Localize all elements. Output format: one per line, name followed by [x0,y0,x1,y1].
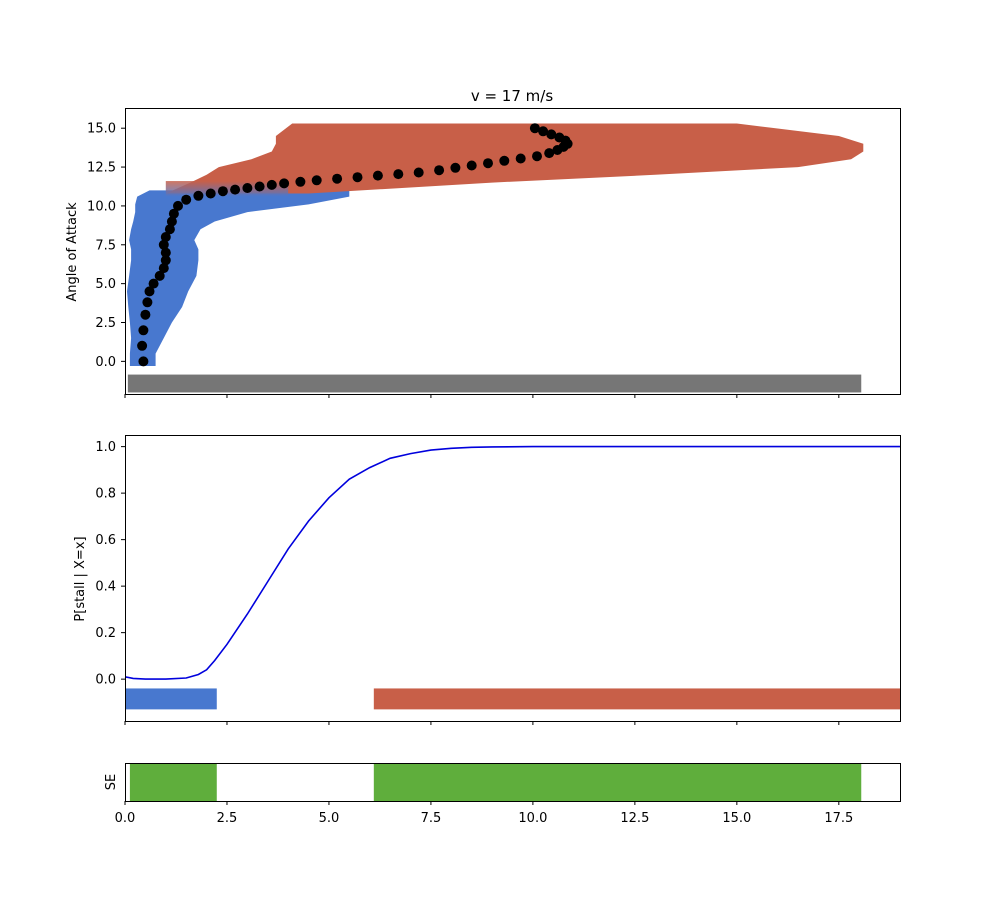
trajectory-point [538,126,549,137]
base-bar [127,374,862,393]
x-tick-label: 5.0 [319,811,340,826]
x-tick-label: 12.5 [620,811,649,826]
se-x-ticks: 0.0 2.5 5.0 7.5 10.0 12.5 15.0 17.5 [115,801,853,826]
stall-probability-y-ticks: 0.0 0.2 0.4 0.6 0.8 1.0 [95,440,125,688]
x-tick-label: 0.0 [115,811,136,826]
trajectory-point [217,186,228,197]
se-frame [125,763,901,802]
y-tick-label: 0.6 [95,533,116,548]
trajectory-point [140,309,151,320]
x-tick-label: 15.0 [722,811,751,826]
x-tick-label: 2.5 [217,811,238,826]
trajectory-point [158,263,169,274]
trajectory-point [434,165,445,176]
trajectory-point [168,208,179,219]
trajectory-point [499,155,510,166]
stall-probability-panel: 0.0 0.2 0.4 0.6 0.8 1.0 P[stall | X=x] [73,435,901,725]
trajectory-point [279,178,290,189]
x-tick-label: 10.0 [518,811,547,826]
trajectory-point [483,158,493,169]
trajectory-point [158,239,169,250]
trajectory-point [160,232,171,242]
trajectory-point [166,216,177,227]
angle-of-attack-marks [127,123,864,393]
trajectory-point [148,278,159,289]
angle-of-attack-frame [125,108,901,395]
trajectory-point [205,188,216,199]
trajectory-point [544,148,555,159]
stall-probability-x-ticks [124,721,840,725]
trajectory-point [254,181,265,192]
trajectory-point [266,179,277,190]
trajectory-point [137,340,148,351]
se-y-label: SE [104,774,119,790]
angle-of-attack-y-label: Angle of Attack [65,202,80,302]
y-tick-label: 0.4 [95,580,116,595]
x-tick-label: 7.5 [421,811,442,826]
y-tick-label: 0.8 [95,487,116,502]
stall-probability-line [124,445,900,680]
se-marks [129,764,862,801]
se-interval-bar [373,764,862,801]
stall-probability-frame [125,435,901,722]
y-tick-label: 12.5 [87,161,116,176]
trajectory-point [546,129,557,140]
y-tick-label: 5.0 [95,277,116,292]
trajectory-point [242,183,253,193]
trajectory-point [160,247,171,258]
trajectory-point [173,200,183,211]
trajectory-point [181,194,192,205]
trajectory-point [138,325,149,336]
stall-probability-marks [124,445,900,710]
trajectory-point [311,175,322,186]
trajectory-point [532,151,542,162]
se-panel: 0.0 2.5 5.0 7.5 10.0 12.5 15.0 17.5 SE [104,763,901,826]
y-tick-label: 0.0 [95,355,116,370]
x-tick-label: 17.5 [824,811,853,826]
trajectory-point [393,169,404,180]
y-tick-label: 10.0 [87,199,116,214]
normal-flight-band [127,190,350,366]
trajectory-point [332,173,343,184]
y-tick-label: 15.0 [87,122,116,137]
chart-title: v = 17 m/s [471,87,554,105]
trajectory-point [230,184,241,195]
trajectory-point [142,297,153,308]
angle-of-attack-x-ticks [124,394,840,398]
normal-interval-bar [125,688,217,710]
stall-probability-y-label: P[stall | X=x] [73,536,88,621]
trajectory-point [515,153,526,164]
y-tick-label: 2.5 [95,316,116,331]
se-interval-bar [129,764,217,801]
y-tick-label: 1.0 [95,440,116,455]
trajectory-point [164,224,175,235]
trajectory-point [295,176,306,187]
trajectory-point [372,170,383,181]
trajectory-point [193,190,204,201]
y-tick-label: 0.0 [95,673,116,688]
trajectory-point [138,356,149,367]
trajectory-point [466,160,477,171]
trajectory-point [352,172,363,183]
trajectory-point [144,286,155,297]
trajectory-point [554,132,565,143]
stall-interval-bar [373,688,900,710]
trajectory-point [529,123,540,134]
y-tick-label: 7.5 [95,238,116,253]
trajectory-point [160,255,171,266]
trajectory-point [413,167,424,178]
angle-of-attack-panel: v = 17 m/s 0.0 2.5 5.0 7.5 10.0 12.5 15.0 Angl… [65,87,901,398]
angle-of-attack-y-ticks: 0.0 2.5 5.0 7.5 10.0 12.5 15.0 [87,122,125,370]
trajectory-point [154,270,165,281]
y-tick-label: 0.2 [95,626,116,641]
trajectory-point [450,162,461,173]
